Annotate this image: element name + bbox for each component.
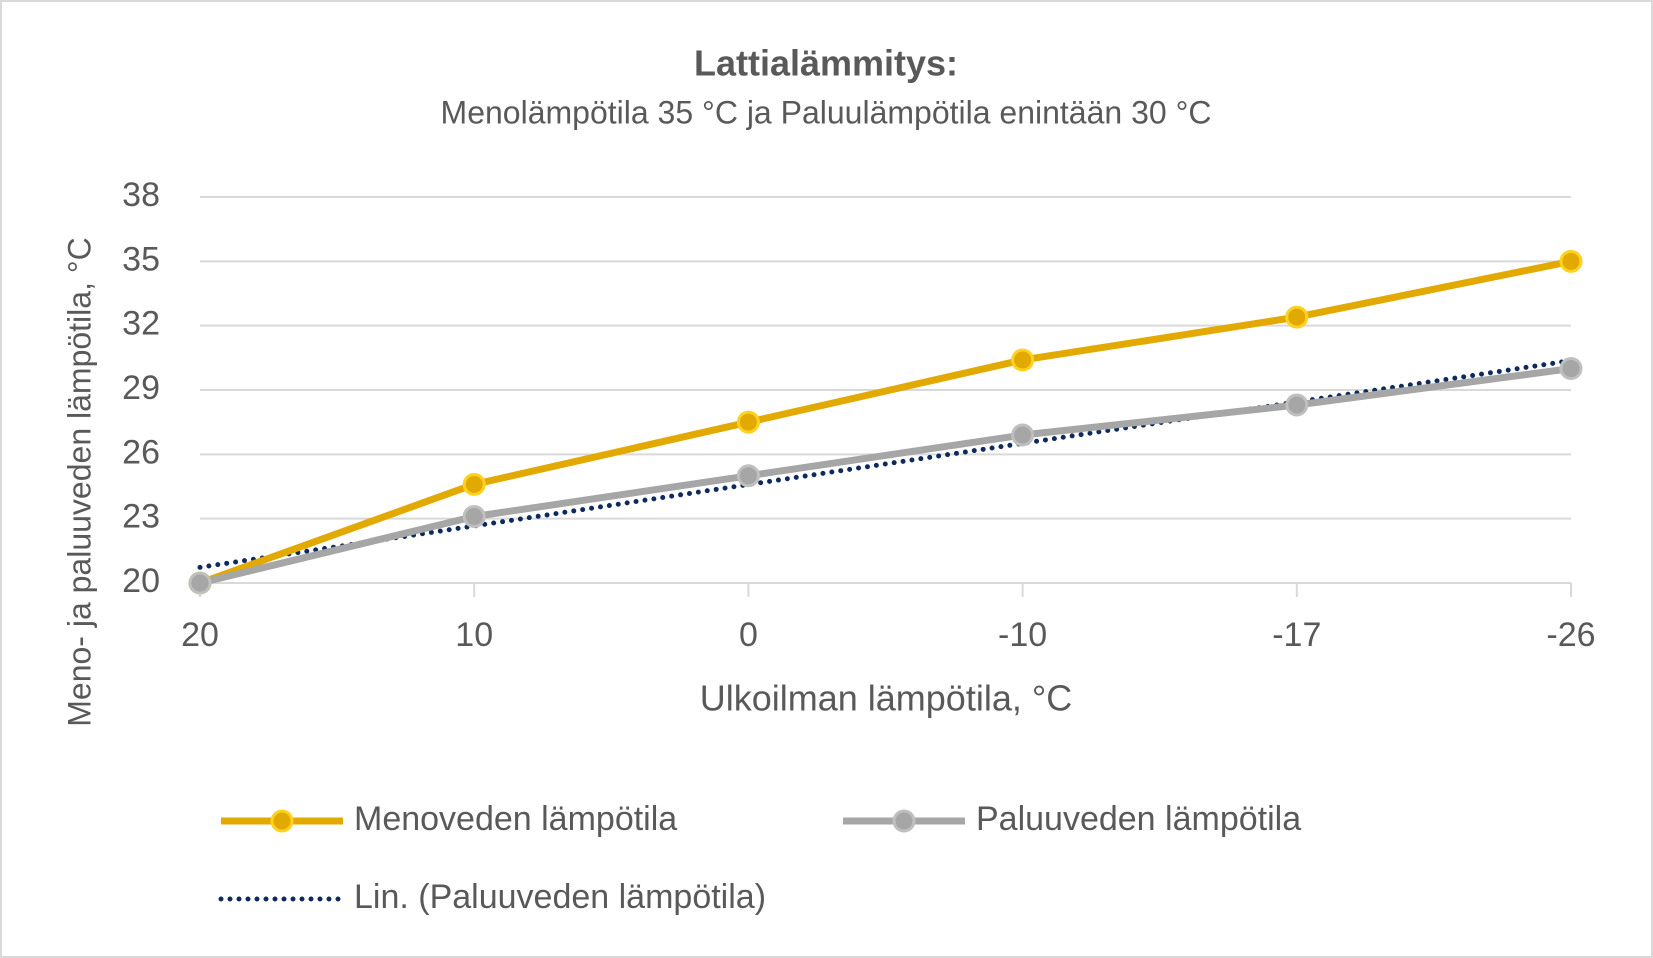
point (1285, 305, 1309, 329)
x-tick-label: 0 (739, 616, 758, 654)
x-tick-label: 20 (181, 616, 219, 654)
x-tick-label: -10 (998, 616, 1047, 654)
y-tick-label: 35 (122, 240, 160, 278)
legend-label: Paluuveden lämpötila (976, 800, 1301, 838)
x-tick-label: 10 (455, 616, 493, 654)
point (1559, 249, 1583, 273)
x-tick-label: -17 (1272, 616, 1321, 654)
y-tick-label: 23 (122, 498, 160, 536)
y-tick-label: 20 (122, 562, 160, 600)
point (462, 505, 486, 529)
point (1011, 348, 1035, 372)
point (1559, 357, 1583, 381)
series-line (198, 257, 1572, 587)
point (462, 472, 486, 496)
legend-label: Menoveden lämpötila (354, 800, 677, 838)
point (736, 464, 760, 488)
x-tick-label: -26 (1546, 616, 1595, 654)
y-axis-title: Meno- ja paluuveden lämpötila, °C (61, 237, 97, 727)
point (188, 571, 212, 595)
series-line (199, 365, 1572, 587)
chart-subtitle: Menolämpötila 35 °C ja Paluulämpötila en… (441, 94, 1212, 130)
legend-label: Lin. (Paluuveden lämpötila) (354, 878, 766, 916)
trend-line (197, 358, 1574, 570)
y-tick-label: 38 (122, 176, 160, 214)
chart-title: Lattialämmitys: (694, 43, 958, 84)
point (1011, 423, 1035, 447)
point (1285, 393, 1309, 417)
legend-marker (270, 809, 294, 833)
y-tick-label: 29 (122, 369, 160, 407)
point (736, 410, 760, 434)
x-axis-title: Ulkoilman lämpötila, °C (700, 678, 1073, 719)
legend-marker (892, 809, 916, 833)
y-tick-label: 32 (122, 305, 160, 343)
y-tick-label: 26 (122, 433, 160, 471)
